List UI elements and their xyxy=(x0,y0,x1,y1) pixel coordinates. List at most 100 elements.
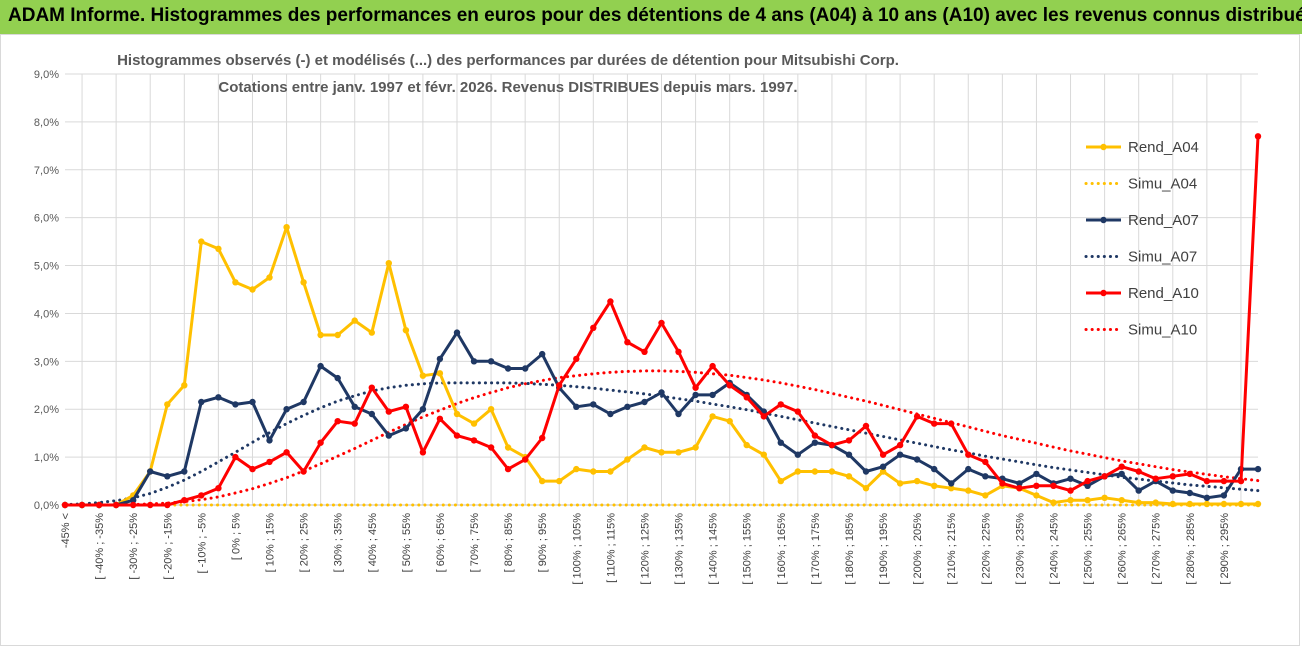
data-point xyxy=(1186,470,1194,478)
x-tick-label: [ 140% ; 145% xyxy=(708,513,720,585)
data-point xyxy=(913,456,921,463)
data-point xyxy=(709,362,716,370)
data-point xyxy=(811,439,819,446)
data-point xyxy=(624,403,631,410)
data-point xyxy=(402,425,410,432)
x-tick-labels: -45% < [ -40% ; -35% [ -30% ; -25% [ -20% ;… xyxy=(60,513,1231,585)
y-tick-label: 8,0% xyxy=(34,117,59,129)
data-point xyxy=(402,327,410,334)
data-point xyxy=(777,439,784,446)
data-point xyxy=(249,398,256,406)
x-tick-label: [ 90% ; 95% xyxy=(537,513,549,573)
data-point xyxy=(385,260,392,267)
y-tick-label: 7,0% xyxy=(34,165,59,177)
data-point xyxy=(709,413,716,420)
data-point xyxy=(1050,499,1057,506)
data-point xyxy=(249,286,256,293)
data-point xyxy=(590,468,597,475)
x-tick-label: [ 170% ; 175% xyxy=(810,513,822,585)
chart-frame: -45% < [ -40% ; -35% [ -30% ; -25% [ -20% ;… xyxy=(0,34,1300,646)
data-point xyxy=(436,370,444,377)
data-point xyxy=(1084,497,1091,504)
data-point xyxy=(198,398,205,406)
data-point xyxy=(198,238,205,245)
legend-item-simu_a07: Simu_A07 xyxy=(1084,249,1197,266)
x-tick-label: [ 0% ; 5% xyxy=(230,513,242,560)
data-point xyxy=(1135,468,1142,475)
x-tick-label: [ 20% ; 25% xyxy=(299,513,311,573)
banner-title: ADAM Informe. Histogrammes des performan… xyxy=(8,5,1302,26)
data-point xyxy=(794,468,801,475)
data-point xyxy=(266,274,273,281)
data-point xyxy=(811,432,819,439)
x-tick-label: [ 50% ; 55% xyxy=(401,513,413,573)
data-point xyxy=(965,465,972,473)
data-point xyxy=(539,477,546,485)
x-tick-label: [ -30% ; -25% xyxy=(128,513,140,580)
legend-label: Simu_A07 xyxy=(1128,249,1197,266)
data-point xyxy=(283,224,290,231)
data-point xyxy=(368,410,375,418)
data-point xyxy=(385,432,392,439)
data-point xyxy=(78,501,86,509)
x-tick-label: [ -40% ; -35% xyxy=(94,513,106,580)
data-point xyxy=(317,439,324,446)
data-point xyxy=(1169,500,1177,508)
x-tick-label: [ 270% ; 275% xyxy=(1151,513,1163,585)
data-point xyxy=(760,451,767,458)
data-point xyxy=(879,463,887,470)
data-point xyxy=(999,480,1006,487)
data-point xyxy=(607,298,614,305)
legend-marker xyxy=(1100,216,1107,224)
x-tick-label: [ 210% ; 215% xyxy=(946,513,958,585)
data-point xyxy=(879,451,887,458)
data-point xyxy=(283,449,290,456)
legend-marker xyxy=(1100,289,1107,297)
data-point xyxy=(726,418,733,425)
data-point xyxy=(164,401,171,408)
data-point xyxy=(1237,500,1245,508)
data-point xyxy=(470,420,478,427)
data-point xyxy=(658,389,665,396)
legend-item-simu_a04: Simu_A04 xyxy=(1084,176,1197,193)
data-point xyxy=(982,458,989,466)
data-point xyxy=(453,432,461,439)
y-tick-label: 1,0% xyxy=(34,452,59,464)
data-point xyxy=(573,403,580,410)
x-tick-label: [ 100% ; 105% xyxy=(571,513,583,585)
data-point xyxy=(931,420,938,427)
data-point xyxy=(181,382,188,389)
data-point xyxy=(658,319,665,327)
data-point xyxy=(675,449,682,456)
data-point xyxy=(896,480,904,487)
data-point xyxy=(1118,463,1125,470)
data-point xyxy=(368,329,375,336)
data-point xyxy=(794,451,801,458)
legend-label: Rend_A04 xyxy=(1128,139,1199,156)
legend-marker xyxy=(1100,143,1107,151)
data-point xyxy=(198,492,205,499)
data-point xyxy=(641,348,648,355)
data-point xyxy=(948,485,955,492)
x-tick-label: [ 130% ; 135% xyxy=(674,513,686,585)
data-point xyxy=(1067,487,1074,494)
data-point xyxy=(181,468,188,475)
data-point xyxy=(590,401,597,408)
x-tick-label: [ 280% ; 285% xyxy=(1185,513,1197,585)
data-point xyxy=(1186,489,1194,497)
title-banner: ADAM Informe. Histogrammes des performan… xyxy=(0,0,1302,34)
chart-subtitle: Cotations entre janv. 1997 et févr. 2026… xyxy=(218,79,797,96)
x-tick-label: [ 120% ; 125% xyxy=(639,513,651,585)
data-point xyxy=(164,501,171,509)
data-point xyxy=(590,324,597,331)
data-point xyxy=(470,437,478,444)
data-point xyxy=(658,449,665,456)
gridlines xyxy=(65,73,1258,506)
data-point xyxy=(641,444,648,451)
data-point xyxy=(130,497,137,504)
data-point xyxy=(266,458,273,466)
data-point xyxy=(539,350,546,358)
x-tick-label: [ -20% ; -15% xyxy=(162,513,174,580)
data-point xyxy=(402,403,410,410)
data-point xyxy=(215,394,222,401)
